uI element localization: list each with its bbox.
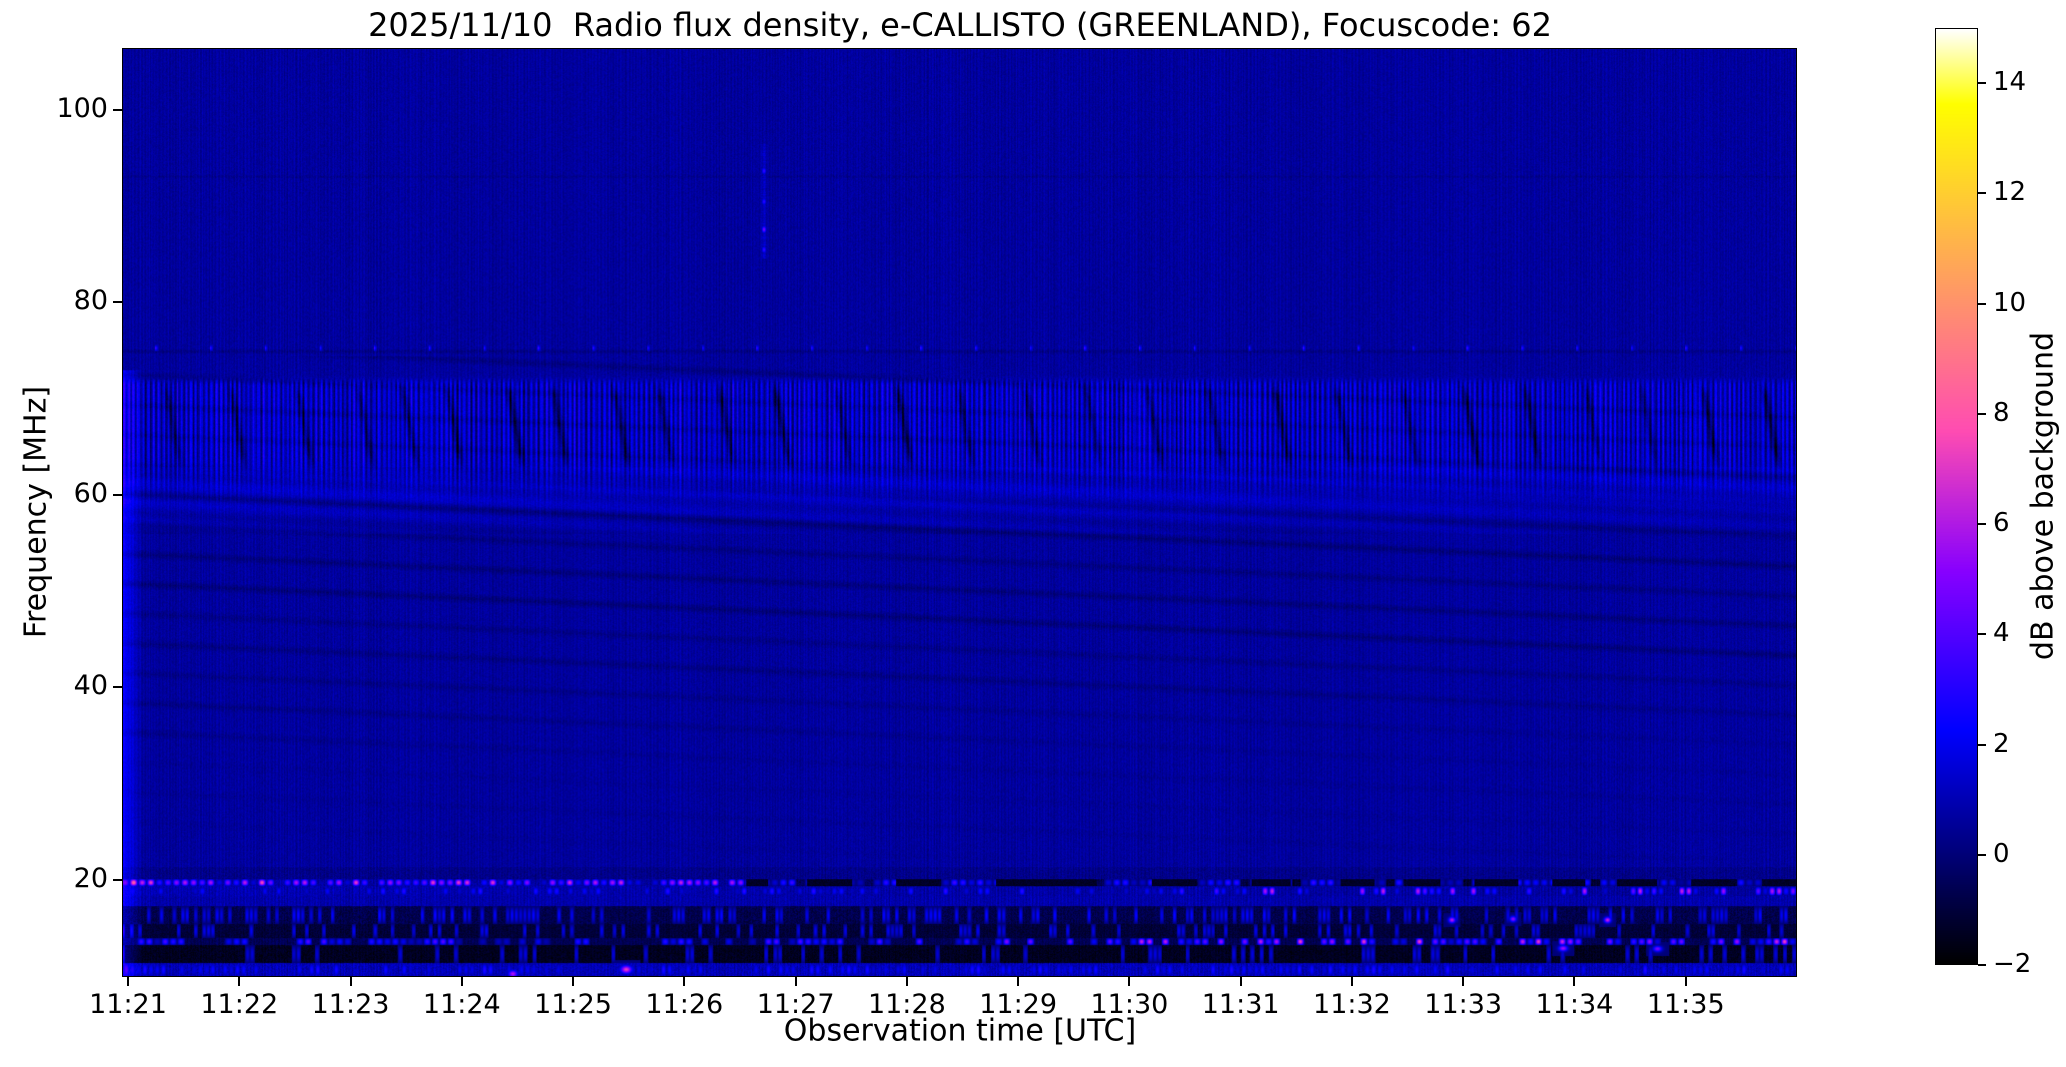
colorbar-tick-label: 0 [1993, 838, 2010, 869]
colorbar-tick-mark [1978, 964, 1986, 966]
colorbar [1935, 28, 1978, 965]
x-tick-mark [1684, 977, 1687, 986]
x-tick-label: 11:25 [534, 989, 612, 1020]
x-tick-label: 11:23 [311, 989, 390, 1020]
x-tick-label: 11:31 [1201, 989, 1280, 1020]
x-tick-mark [1128, 977, 1131, 986]
x-tick-mark [794, 977, 797, 986]
spectrogram-image [123, 49, 1796, 976]
x-tick-mark [349, 977, 352, 986]
x-tick-label: 11:28 [867, 989, 946, 1020]
y-tick-label: 80 [73, 285, 108, 317]
y-tick-mark [113, 493, 122, 496]
colorbar-tick-mark [1978, 82, 1986, 85]
colorbar-tick-label: 14 [1993, 67, 2027, 98]
colorbar-tick-mark [1978, 302, 1986, 305]
chart-title: 2025/11/10 Radio flux density, e-CALLIST… [368, 6, 1552, 44]
x-tick-mark [572, 977, 575, 986]
x-tick-label: 11:21 [89, 989, 167, 1020]
colorbar-gradient [1936, 29, 1977, 964]
y-axis-label: Frequency [MHz] [18, 385, 54, 639]
y-tick-label: 60 [73, 477, 108, 509]
colorbar-tick-mark [1978, 192, 1986, 195]
x-tick-label: 11:29 [979, 989, 1058, 1020]
x-tick-label: 11:32 [1313, 989, 1391, 1020]
plot-area [122, 48, 1797, 977]
colorbar-label: dB above background [2025, 331, 2061, 661]
y-tick-label: 20 [73, 862, 108, 894]
x-tick-mark [1462, 977, 1465, 986]
x-tick-mark [1017, 977, 1020, 986]
colorbar-tick-label: 10 [1993, 287, 2027, 318]
x-tick-mark [1350, 977, 1353, 986]
y-tick-label: 100 [56, 92, 108, 124]
y-tick-mark [113, 108, 122, 111]
colorbar-tick-mark [1978, 523, 1986, 526]
y-tick-mark [113, 301, 122, 304]
y-tick-mark [113, 686, 122, 689]
colorbar-tick-mark [1978, 743, 1986, 746]
x-tick-mark [905, 977, 908, 986]
colorbar-tick-mark [1978, 412, 1986, 415]
colorbar-tick-label: 12 [1993, 177, 2027, 208]
y-tick-mark [113, 878, 122, 881]
colorbar-tick-mark [1978, 853, 1986, 856]
x-tick-mark [460, 977, 463, 986]
x-tick-label: 11:30 [1090, 989, 1169, 1020]
x-tick-mark [1573, 977, 1576, 986]
x-tick-mark [238, 977, 241, 986]
x-tick-mark [683, 977, 686, 986]
x-tick-mark [1239, 977, 1242, 986]
x-tick-label: 11:22 [200, 989, 279, 1020]
x-tick-label: 11:34 [1535, 989, 1614, 1020]
colorbar-tick-label: 8 [1993, 397, 2010, 428]
x-tick-mark [127, 977, 129, 986]
colorbar-tick-label: −2 [1993, 949, 2032, 979]
x-tick-label: 11:35 [1646, 989, 1725, 1020]
colorbar-tick-mark [1978, 633, 1986, 636]
colorbar-tick-label: 4 [1993, 618, 2010, 649]
y-tick-label: 40 [73, 670, 108, 702]
x-tick-label: 11:26 [645, 989, 724, 1020]
colorbar-tick-label: 6 [1993, 508, 2010, 539]
x-tick-label: 11:24 [422, 989, 501, 1020]
x-axis-label: Observation time [UTC] [783, 1013, 1137, 1049]
x-tick-label: 11:27 [756, 989, 835, 1020]
colorbar-tick-label: 2 [1993, 728, 2010, 759]
x-tick-label: 11:33 [1424, 989, 1503, 1020]
